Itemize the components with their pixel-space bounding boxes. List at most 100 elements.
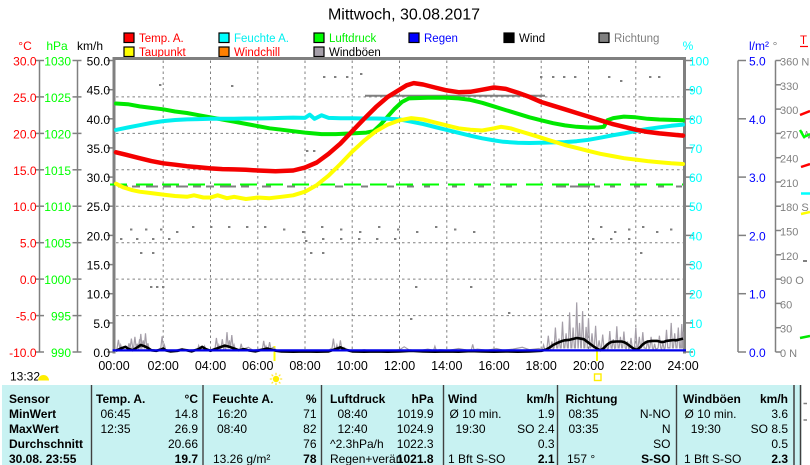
svg-text:06:00: 06:00 (242, 359, 273, 373)
svg-text:MaxWert: MaxWert (9, 422, 59, 436)
svg-text:80: 80 (689, 113, 703, 127)
svg-text:100: 100 (689, 55, 709, 69)
svg-text:Regen: Regen (424, 33, 458, 45)
svg-text:SO 8.5: SO 8.5 (751, 422, 789, 436)
svg-text:Richtung: Richtung (566, 392, 618, 406)
svg-text:12:40: 12:40 (338, 422, 368, 436)
svg-text:150: 150 (780, 227, 798, 239)
svg-text:0.0: 0.0 (93, 346, 110, 360)
svg-text:Temp. A.: Temp. A. (96, 392, 145, 406)
svg-text:Windböen: Windböen (683, 392, 741, 406)
svg-text:km/h: km/h (526, 392, 554, 406)
svg-text:2.1: 2.1 (538, 452, 555, 465)
svg-text:1010: 1010 (44, 200, 71, 214)
svg-text:157 °: 157 ° (567, 452, 595, 465)
svg-text:30: 30 (689, 259, 703, 273)
svg-text:50.0: 50.0 (87, 55, 111, 69)
svg-text:-10.0: -10.0 (9, 346, 37, 360)
svg-text:1.9: 1.9 (538, 407, 555, 421)
svg-text:25.0: 25.0 (13, 91, 37, 105)
svg-text:2.0: 2.0 (749, 229, 766, 243)
svg-text:20.0: 20.0 (13, 127, 37, 141)
svg-text:30.08. 23:55: 30.08. 23:55 (9, 452, 77, 465)
svg-text:1022.3: 1022.3 (397, 437, 434, 451)
svg-text:Durchschnitt: Durchschnitt (9, 437, 83, 451)
svg-text:km/h: km/h (760, 392, 788, 406)
svg-text:240: 240 (780, 154, 798, 166)
svg-text:60: 60 (689, 171, 703, 185)
svg-text:60: 60 (780, 299, 792, 311)
svg-text:03:35: 03:35 (569, 422, 599, 436)
svg-text:^2.3hPa/h: ^2.3hPa/h (330, 437, 384, 451)
svg-text:330: 330 (780, 81, 798, 93)
svg-text:300: 300 (780, 105, 798, 117)
svg-text:Luftdruck: Luftdruck (330, 392, 386, 406)
svg-text:08:35: 08:35 (569, 407, 599, 421)
svg-text:15.0: 15.0 (13, 164, 37, 178)
svg-text:02:00: 02:00 (148, 359, 179, 373)
svg-text:20.0: 20.0 (87, 229, 111, 243)
svg-text:Taupunkt: Taupunkt (139, 47, 186, 59)
svg-text:210: 210 (780, 178, 798, 190)
svg-text:120: 120 (780, 251, 798, 263)
svg-text:00:00: 00:00 (98, 359, 129, 373)
svg-text:13:32: 13:32 (10, 370, 40, 384)
svg-text:25.0: 25.0 (87, 200, 111, 214)
svg-text:19:30: 19:30 (691, 422, 721, 436)
svg-text:16:00: 16:00 (478, 359, 509, 373)
svg-text:995: 995 (51, 310, 71, 324)
svg-text:Wind: Wind (448, 392, 477, 406)
svg-text:1019.9: 1019.9 (397, 407, 434, 421)
svg-text:Sensor: Sensor (9, 392, 50, 406)
svg-text:0.5: 0.5 (771, 437, 788, 451)
svg-text:Luftdruck: Luftdruck (329, 33, 377, 45)
svg-text:19.7: 19.7 (175, 452, 199, 465)
svg-text:40.0: 40.0 (87, 113, 111, 127)
svg-text:-5.0: -5.0 (16, 310, 37, 324)
svg-text:1021.8: 1021.8 (397, 452, 434, 465)
svg-text:T: T (800, 35, 807, 47)
svg-text:82: 82 (303, 422, 317, 436)
svg-text:hPa: hPa (46, 39, 68, 53)
svg-text:14:00: 14:00 (431, 359, 462, 373)
svg-text:24:00: 24:00 (667, 359, 698, 373)
svg-text:1020: 1020 (44, 127, 71, 141)
svg-text:14.8: 14.8 (175, 407, 199, 421)
svg-text:1 Bft S-SO: 1 Bft S-SO (448, 452, 505, 465)
svg-text:12:00: 12:00 (384, 359, 415, 373)
svg-text:20: 20 (689, 288, 703, 302)
svg-text:13.26 g/m²: 13.26 g/m² (213, 452, 270, 465)
svg-text:0.0: 0.0 (749, 346, 766, 360)
svg-text:0 N: 0 N (780, 348, 797, 360)
svg-text:30: 30 (780, 324, 792, 336)
svg-text:10.0: 10.0 (87, 288, 111, 302)
svg-text:°C: °C (18, 39, 32, 53)
svg-text:26.9: 26.9 (175, 422, 199, 436)
svg-text:1030: 1030 (44, 55, 71, 69)
svg-text:0.3: 0.3 (538, 437, 555, 451)
svg-text:18:00: 18:00 (526, 359, 557, 373)
svg-text:1005: 1005 (44, 237, 71, 251)
svg-text:08:40: 08:40 (338, 407, 368, 421)
svg-text:N: N (662, 422, 671, 436)
svg-text:Wind: Wind (519, 33, 545, 45)
svg-text:08:00: 08:00 (289, 359, 320, 373)
svg-text:%: % (683, 39, 694, 53)
svg-text:SO 2.4: SO 2.4 (517, 422, 555, 436)
svg-text:1 Bft S-SO: 1 Bft S-SO (684, 452, 741, 465)
svg-text:hPa: hPa (411, 392, 433, 406)
svg-text:0: 0 (689, 346, 696, 360)
svg-text:16:20: 16:20 (217, 407, 247, 421)
svg-text:Ø 10 min.: Ø 10 min. (450, 407, 502, 421)
svg-text:S-SO: S-SO (641, 452, 670, 465)
svg-text:°: ° (773, 39, 778, 53)
svg-text:50: 50 (689, 200, 703, 214)
svg-text:Richtung: Richtung (614, 33, 659, 45)
svg-text:1.0: 1.0 (749, 288, 766, 302)
svg-text:km/h: km/h (77, 39, 103, 53)
svg-text:1000: 1000 (44, 273, 71, 287)
svg-text:Windchill: Windchill (234, 47, 280, 59)
svg-text:l/m²: l/m² (749, 39, 769, 53)
svg-text:90: 90 (689, 84, 703, 98)
svg-text:5.0: 5.0 (20, 237, 37, 251)
